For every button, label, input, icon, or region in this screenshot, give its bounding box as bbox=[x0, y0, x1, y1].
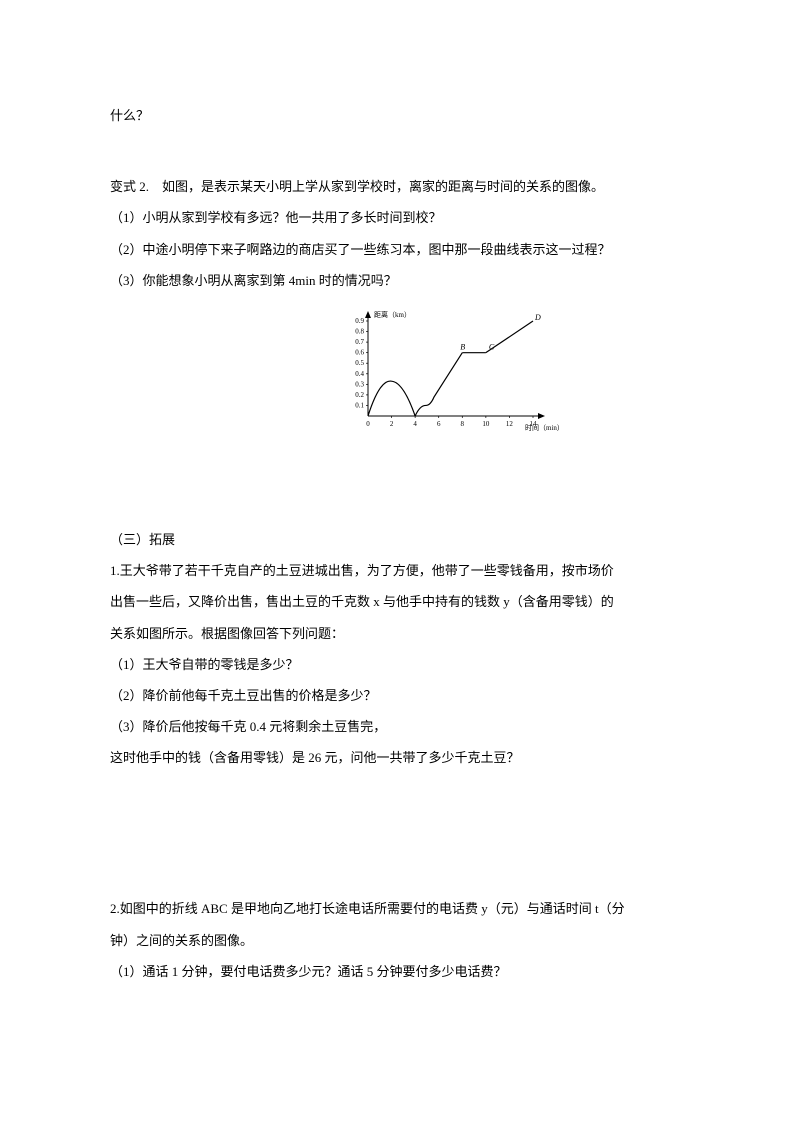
intro-fragment: 什么？ bbox=[110, 100, 690, 131]
svg-text:C: C bbox=[489, 343, 495, 352]
s3p1-q4: 这时他手中的钱（含备用零钱）是 26 元，问他一共带了多少千克土豆？ bbox=[110, 742, 690, 773]
svg-text:0.4: 0.4 bbox=[355, 370, 364, 378]
svg-text:距离（km）: 距离（km） bbox=[374, 310, 411, 319]
chart-container: 距离（km）时间（min）0.10.20.30.40.50.60.70.80.9… bbox=[110, 304, 690, 434]
s3p1-q1: （1）王大爷自带的零钱是多少？ bbox=[110, 649, 690, 680]
svg-text:0.9: 0.9 bbox=[355, 317, 364, 325]
svg-text:10: 10 bbox=[482, 420, 490, 428]
s3p2-q1: （1）通话 1 分钟，要付电话费多少元？通话 5 分钟要付多少电话费？ bbox=[110, 956, 690, 987]
spacer bbox=[110, 131, 690, 171]
s3p1-q3: （3）降价后他按每千克 0.4 元将剩余土豆售完， bbox=[110, 711, 690, 742]
svg-text:6: 6 bbox=[437, 420, 441, 428]
svg-text:12: 12 bbox=[506, 420, 514, 428]
svg-text:0: 0 bbox=[366, 420, 370, 428]
svg-text:0.5: 0.5 bbox=[355, 359, 364, 367]
svg-text:0.6: 0.6 bbox=[355, 349, 364, 357]
s3p2-line1: 2.如图中的折线 ABC 是甲地向乙地打长途电话所需要付的电话费 y（元）与通话… bbox=[110, 893, 690, 924]
svg-text:14: 14 bbox=[530, 420, 538, 428]
problem1-q1: （1）小明从家到学校有多远？他一共用了多长时间到校？ bbox=[110, 202, 690, 233]
svg-text:0.3: 0.3 bbox=[355, 380, 364, 388]
section3-header: （三）拓展 bbox=[110, 524, 690, 555]
spacer bbox=[110, 773, 690, 893]
s3p1-q2: （2）降价前他每千克土豆出售的价格是多少？ bbox=[110, 680, 690, 711]
svg-text:0.8: 0.8 bbox=[355, 327, 364, 335]
problem1-q2: （2）中途小明停下来子啊路边的商店买了一些练习本，图中那一段曲线表示这一过程？ bbox=[110, 234, 690, 265]
problem1-title: 变式 2. 如图，是表示某天小明上学从家到学校时，离家的距离与时间的关系的图像。 bbox=[110, 171, 690, 202]
s3p1-line1: 1.王大爷带了若干千克自产的土豆进城出售，为了方便，他带了一些零钱备用，按市场价 bbox=[110, 555, 690, 586]
svg-text:0.1: 0.1 bbox=[355, 401, 364, 409]
spacer bbox=[110, 454, 690, 524]
svg-text:B: B bbox=[460, 343, 465, 352]
problem1-q3: （3）你能想象小明从离家到第 4min 时的情况吗？ bbox=[110, 265, 690, 296]
svg-text:0.2: 0.2 bbox=[355, 391, 364, 399]
distance-time-chart: 距离（km）时间（min）0.10.20.30.40.50.60.70.80.9… bbox=[335, 304, 565, 434]
svg-text:0.7: 0.7 bbox=[355, 338, 364, 346]
s3p1-line2: 出售一些后，又降价出售，售出土豆的千克数 x 与他手中持有的钱数 y（含备用零钱… bbox=[110, 586, 690, 617]
svg-text:8: 8 bbox=[461, 420, 465, 428]
s3p2-line2: 钟）之间的关系的图像。 bbox=[110, 925, 690, 956]
svg-text:2: 2 bbox=[390, 420, 394, 428]
svg-text:D: D bbox=[534, 313, 541, 322]
svg-text:4: 4 bbox=[413, 420, 417, 428]
s3p1-line3: 关系如图所示。根据图像回答下列问题： bbox=[110, 618, 690, 649]
